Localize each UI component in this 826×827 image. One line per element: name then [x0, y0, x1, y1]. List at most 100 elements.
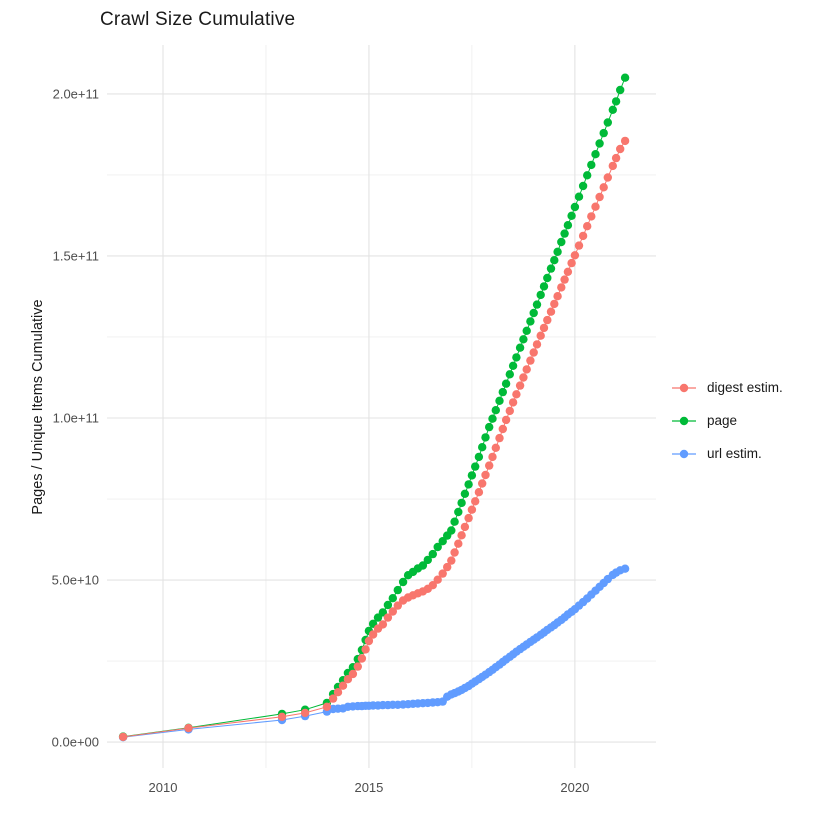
data-point-page [526, 317, 535, 326]
data-point-digest-estim [501, 415, 511, 425]
data-point-page [495, 396, 504, 405]
data-point-digest-estim [428, 581, 437, 590]
data-point-page [574, 192, 584, 201]
data-point-digest-estim [553, 292, 562, 301]
data-point-digest-estim [485, 461, 494, 470]
data-point-digest-estim [368, 630, 378, 639]
data-point-digest-estim [620, 136, 630, 146]
data-point-digest-estim [529, 348, 538, 357]
data-point-digest-estim [443, 562, 452, 572]
legend-item-digest-estim: digest estim. [670, 377, 783, 398]
data-point-page [460, 489, 470, 498]
data-point-digest-estim [478, 479, 487, 488]
data-point-digest-estim [300, 708, 310, 718]
data-point-page [543, 273, 552, 283]
data-point-digest-estim [383, 613, 393, 622]
series-line-digest-estim [123, 140, 626, 738]
data-point-page [388, 594, 397, 603]
x-tick-label: 2015 [354, 780, 383, 795]
data-point-digest-estim [488, 452, 497, 462]
legend-key-digest-icon [672, 383, 696, 392]
data-point-page [447, 526, 456, 535]
data-point-digest-estim [393, 601, 402, 610]
data-point-page [546, 264, 556, 273]
data-point-page [570, 202, 580, 212]
legend-key-url-icon [672, 449, 696, 458]
data-point-digest-estim [498, 424, 507, 434]
data-point-digest-estim [608, 161, 617, 171]
data-point-digest-estim [322, 702, 332, 711]
data-point-page [557, 237, 566, 247]
data-point-page [423, 555, 432, 565]
data-point-digest-estim [433, 575, 442, 584]
data-point-digest-estim [532, 340, 542, 349]
data-point-digest-estim [328, 694, 338, 703]
data-point-page [505, 370, 514, 379]
data-point-page [428, 549, 437, 559]
data-point-digest-estim [515, 381, 525, 390]
data-point-digest-estim [343, 675, 353, 684]
data-point-page [553, 247, 562, 256]
data-point-page [481, 433, 490, 442]
data-point-digest-estim [505, 406, 514, 416]
y-tick-label: 5.0e+10 [52, 573, 99, 588]
data-point-page [438, 537, 447, 546]
data-point-digest-estim [464, 513, 473, 523]
data-point-page [515, 343, 525, 352]
data-point-page [567, 211, 576, 220]
data-point-page [464, 480, 473, 489]
x-tick-label: 2020 [560, 780, 589, 795]
chart-title: Crawl Size Cumulative [100, 9, 296, 30]
data-point-page [457, 498, 466, 508]
data-point-page [485, 422, 494, 432]
data-point-page [536, 290, 545, 300]
data-point-digest-estim [467, 505, 477, 514]
data-point-digest-estim [361, 645, 370, 654]
data-point-page [450, 517, 459, 526]
data-point-digest-estim [583, 222, 592, 231]
data-point-digest-estim [474, 488, 484, 497]
data-point-page [467, 471, 477, 480]
data-point-page [591, 150, 600, 159]
data-point-page [620, 73, 630, 82]
data-point-page [587, 160, 596, 170]
data-point-digest-estim [557, 283, 566, 292]
y-tick-label: 0.0e+00 [52, 735, 99, 750]
data-point-digest-estim [526, 356, 535, 365]
data-point-page [491, 406, 500, 415]
data-point-page [474, 452, 484, 462]
data-point-digest-estim [563, 267, 573, 276]
data-point-digest-estim [495, 433, 504, 443]
series-line-url-estim [123, 568, 626, 738]
data-point-page [599, 128, 608, 138]
data-point-digest-estim [519, 373, 528, 382]
data-point-page [433, 542, 442, 552]
data-point-page [378, 608, 388, 617]
data-point-page [603, 118, 612, 127]
data-point-page [488, 414, 497, 423]
data-point-digest-estim [536, 331, 545, 340]
legend-label-digest-estim: digest estim. [707, 380, 783, 395]
data-point-digest-estim [184, 723, 193, 733]
legend-label-page: page [707, 413, 738, 428]
data-point-page [498, 387, 507, 397]
data-point-digest-estim [570, 251, 580, 260]
data-point-digest-estim [550, 299, 559, 309]
data-point-digest-estim [357, 654, 367, 663]
data-point-digest-estim [616, 144, 625, 154]
data-point-page [512, 353, 521, 362]
data-point-digest-estim [543, 315, 552, 325]
data-point-digest-estim [454, 539, 463, 548]
data-point-digest-estim [599, 183, 608, 192]
data-point-digest-estim [450, 548, 459, 557]
data-point-digest-estim [353, 662, 362, 671]
data-point-digest-estim [447, 556, 456, 565]
data-point-url-estim [620, 564, 630, 573]
legend: digest estim. page url estim. [670, 377, 783, 464]
data-point-page [611, 97, 621, 106]
data-point-digest-estim [333, 688, 343, 697]
legend-label-url-estim: url estim. [707, 446, 762, 461]
data-point-page [454, 507, 463, 517]
y-tick-label: 2.0e+11 [53, 86, 99, 101]
